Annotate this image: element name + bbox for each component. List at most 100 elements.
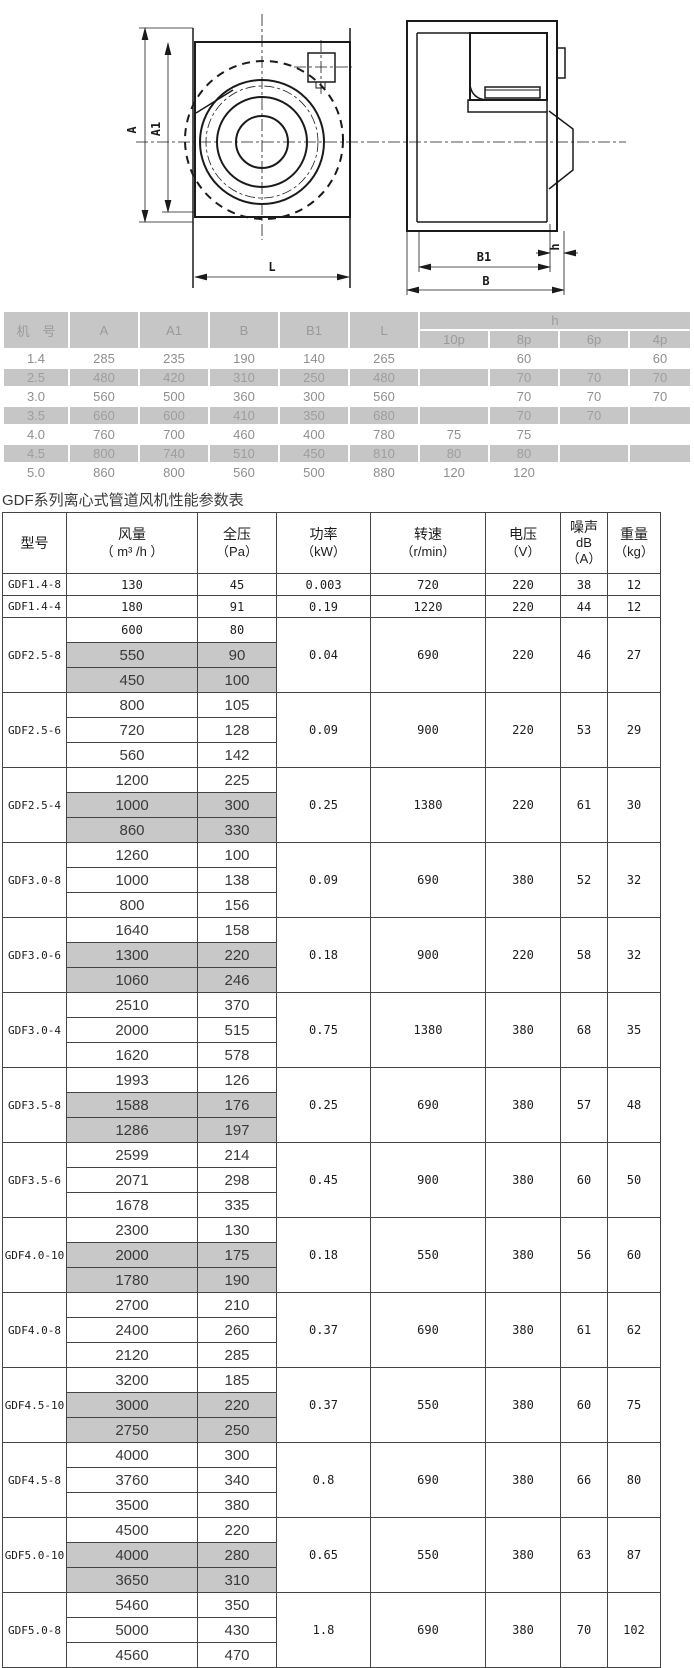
cell-b: 360: [210, 388, 278, 405]
cell-voltage: 380: [485, 1292, 561, 1368]
cell-model: GDF2.5-4: [2, 767, 67, 843]
cell-h-8p: 75: [490, 426, 558, 443]
perf-table-row: GDF3.5-8 1993 126 0.25 690 380 57 48: [2, 1067, 661, 1143]
cell-model: GDF3.0-6: [2, 917, 67, 993]
cell-model: GDF2.5-6: [2, 692, 67, 768]
cell-a1: 800: [140, 464, 208, 481]
cell-pressure: 515: [197, 1017, 277, 1043]
cell-h-10p: [420, 407, 488, 424]
col-header-noise: 噪声 dB （A）: [560, 512, 608, 574]
cell-flow: 3760: [66, 1467, 198, 1493]
perf-table-row: 450 100: [3, 667, 661, 693]
cell-l: 480: [350, 369, 418, 386]
cell-b1: 500: [280, 464, 348, 481]
cell-pressure: 158: [197, 917, 277, 943]
cell-h-6p: 70: [560, 369, 628, 386]
cell-noise: 61: [560, 1292, 608, 1368]
cell-model: GDF5.0-10: [2, 1517, 67, 1593]
cell-voltage: 220: [485, 573, 561, 596]
perf-table-row: GDF5.0-10 4500 220 0.65 550 380 63 87: [2, 1517, 661, 1593]
cell-h-4p: [630, 464, 690, 481]
cell-speed: 720: [370, 573, 486, 596]
cell-pressure: 300: [197, 792, 277, 818]
perf-table-row: 720 128: [3, 717, 661, 743]
performance-table: 型号 风量 （ m³ /h ） 全压 （Pa） 功率 （kW） 转速 （r/mi…: [2, 512, 661, 1668]
perf-table-row: GDF4.0-8 2700 210 0.37 690 380 61 62: [2, 1292, 661, 1368]
cell-voltage: 380: [485, 1142, 561, 1218]
cell-flow: 2000: [66, 1017, 198, 1043]
cell-flow: 600: [66, 617, 198, 643]
cell-pressure: 45: [197, 573, 277, 596]
cell-voltage: 220: [485, 595, 561, 618]
cell-model: GDF4.0-10: [2, 1217, 67, 1293]
cell-b1: 140: [280, 350, 348, 367]
perf-table-row: GDF2.5-6 800 105 0.09 900 220 53 29: [2, 692, 661, 768]
perf-table-row: GDF5.0-8 5460 350 1.8 690 380 70 102: [2, 1592, 661, 1668]
cell-flow: 3200: [66, 1367, 198, 1393]
cell-size: 2.5: [4, 369, 68, 386]
cell-voltage: 380: [485, 1217, 561, 1293]
cell-h-8p: 60: [490, 350, 558, 367]
performance-table-body: GDF1.4-8 130 45 0.003 720 220 38 12 GDF1.4-4 180 9…: [2, 573, 661, 1668]
side-tab: [556, 47, 566, 79]
cell-speed: 900: [370, 1142, 486, 1218]
cell-weight: 27: [607, 617, 661, 693]
cell-flow: 4500: [66, 1517, 198, 1543]
perf-table-row: GDF3.5-6 2599 214 0.45 900 380 60 50: [2, 1142, 661, 1218]
perf-table-row: 1000 300: [3, 792, 661, 818]
cell-pressure: 335: [197, 1192, 277, 1218]
dimension-labels: A A1 L B1 h B: [125, 122, 562, 288]
cell-flow: 860: [66, 817, 198, 843]
perf-table-row: 860 330: [3, 817, 661, 843]
cell-noise: 57: [560, 1067, 608, 1143]
volute-dashed-circle: [184, 60, 344, 220]
dim-label-a1: A1: [149, 122, 163, 136]
perf-table-row: 560 142: [3, 742, 661, 768]
cell-pressure: 285: [197, 1342, 277, 1368]
perf-table-row: GDF4.5-10 3200 185 0.37 550 380 60 75: [2, 1367, 661, 1443]
cell-h-8p: 70: [490, 388, 558, 405]
cell-weight: 32: [607, 842, 661, 918]
cell-weight: 35: [607, 992, 661, 1068]
cell-power: 0.8: [276, 1442, 371, 1518]
cell-h-8p: 80: [490, 445, 558, 462]
cell-pressure: 350: [197, 1592, 277, 1618]
cell-flow: 1200: [66, 767, 198, 793]
cell-pressure: 220: [197, 942, 277, 968]
cell-flow: 4560: [66, 1642, 198, 1668]
cell-noise: 61: [560, 767, 608, 843]
cell-pressure: 210: [197, 1292, 277, 1318]
col-header-l: L: [350, 312, 418, 348]
cell-pressure: 100: [197, 842, 277, 868]
cell-weight: 102: [607, 1592, 661, 1668]
cell-l: 265: [350, 350, 418, 367]
perf-table-row: 3000 220: [3, 1392, 661, 1418]
perf-table-row: GDF4.5-8 4000 300 0.8 690 380 66 80: [2, 1442, 661, 1518]
cell-flow: 1286: [66, 1117, 198, 1143]
cell-b: 460: [210, 426, 278, 443]
cell-power: 0.18: [276, 917, 371, 993]
cell-noise: 68: [560, 992, 608, 1068]
col-header-power: 功率 （kW）: [276, 512, 371, 574]
dim-table-row: 4.0 760 700 460 400 780 75 75: [4, 426, 690, 443]
col-header-4p: 4p: [630, 331, 690, 348]
cell-noise: 58: [560, 917, 608, 993]
cell-a: 800: [70, 445, 138, 462]
cell-weight: 12: [607, 595, 661, 618]
cell-h-6p: 70: [560, 407, 628, 424]
cell-flow: 1780: [66, 1267, 198, 1293]
cell-flow: 2000: [66, 1242, 198, 1268]
cell-h-10p: 80: [420, 445, 488, 462]
perf-table-row: 1620 578: [3, 1042, 661, 1068]
cell-h-4p: [630, 445, 690, 462]
cell-pressure: 330: [197, 817, 277, 843]
cell-noise: 53: [560, 692, 608, 768]
cell-a1: 740: [140, 445, 208, 462]
cell-b: 190: [210, 350, 278, 367]
cell-model: GDF2.5-8: [2, 617, 67, 693]
cell-weight: 29: [607, 692, 661, 768]
col-header-pressure: 全压 （Pa）: [197, 512, 277, 574]
cell-a1: 500: [140, 388, 208, 405]
cell-pressure: 190: [197, 1267, 277, 1293]
cell-voltage: 380: [485, 1067, 561, 1143]
